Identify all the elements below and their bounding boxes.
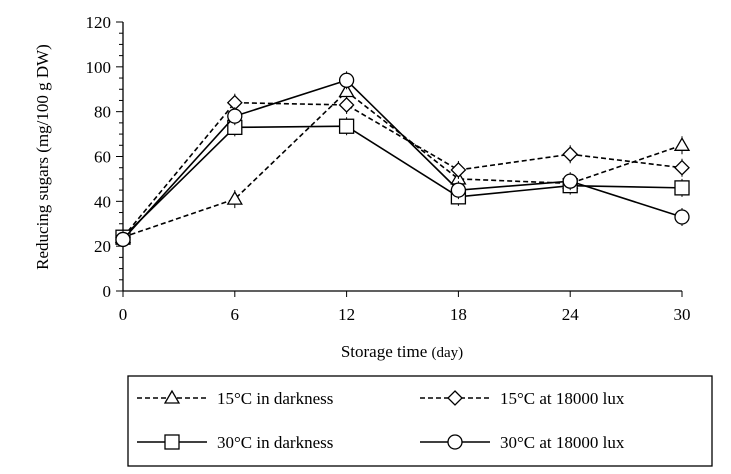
data-point: [562, 173, 578, 189]
data-point: [227, 108, 243, 124]
y-tick-label: 100: [86, 58, 112, 77]
data-point: [115, 231, 131, 248]
legend-entry: 30°C at 18000 lux: [420, 433, 625, 452]
series-line: [122, 79, 683, 240]
data-point: [338, 118, 355, 134]
x-tick-label: 12: [338, 305, 355, 324]
data-point: [674, 159, 690, 176]
series-line: [122, 125, 683, 238]
legend-label: 30°C at 18000 lux: [500, 433, 625, 452]
series-line: [122, 90, 683, 238]
legend-marker: [447, 434, 463, 450]
legend-entry: 15°C in darkness: [137, 389, 333, 408]
y-tick-label: 40: [94, 192, 111, 211]
data-point: [338, 72, 355, 88]
series-triangle: [114, 82, 691, 247]
legend-label: 15°C at 18000 lux: [500, 389, 625, 408]
legend-marker: [164, 434, 180, 450]
series-line: [122, 101, 683, 238]
data-point: [450, 182, 467, 198]
legend-marker: [447, 390, 463, 406]
x-axis-label: Storage time (day): [341, 342, 463, 361]
y-tick-label: 120: [86, 13, 112, 32]
series-diamond: [115, 93, 690, 247]
series-square: [115, 117, 690, 247]
x-tick-label: 18: [450, 305, 467, 324]
data-point: [674, 180, 690, 196]
y-tick-label: 0: [103, 282, 112, 301]
legend-entry: 15°C at 18000 lux: [420, 389, 625, 408]
data-point: [226, 190, 243, 205]
x-tick-label: 0: [119, 305, 128, 324]
legend-label: 30°C in darkness: [217, 433, 333, 452]
x-tick-label: 30: [674, 305, 691, 324]
y-tick-label: 60: [94, 148, 111, 167]
data-point: [338, 97, 355, 113]
legend-box: [127, 375, 713, 467]
data-point: [562, 146, 579, 163]
x-tick-label: 6: [231, 305, 240, 324]
legend-marker: [163, 389, 181, 404]
x-tick-label: 24: [562, 305, 580, 324]
x-axis-label-unit: (day): [432, 345, 464, 361]
legend-entry: 30°C in darkness: [137, 433, 333, 452]
y-tick-label: 80: [94, 103, 111, 122]
y-tick-label: 20: [94, 237, 111, 256]
legend-label: 15°C in darkness: [217, 389, 333, 408]
y-axis-label: Reducing sugars (mg/100 g DW): [33, 44, 52, 270]
x-axis-label-text: Storage time: [341, 342, 427, 361]
data-point: [450, 162, 467, 178]
data-point: [674, 209, 690, 225]
series-circle: [115, 71, 690, 249]
data-point: [673, 137, 691, 151]
